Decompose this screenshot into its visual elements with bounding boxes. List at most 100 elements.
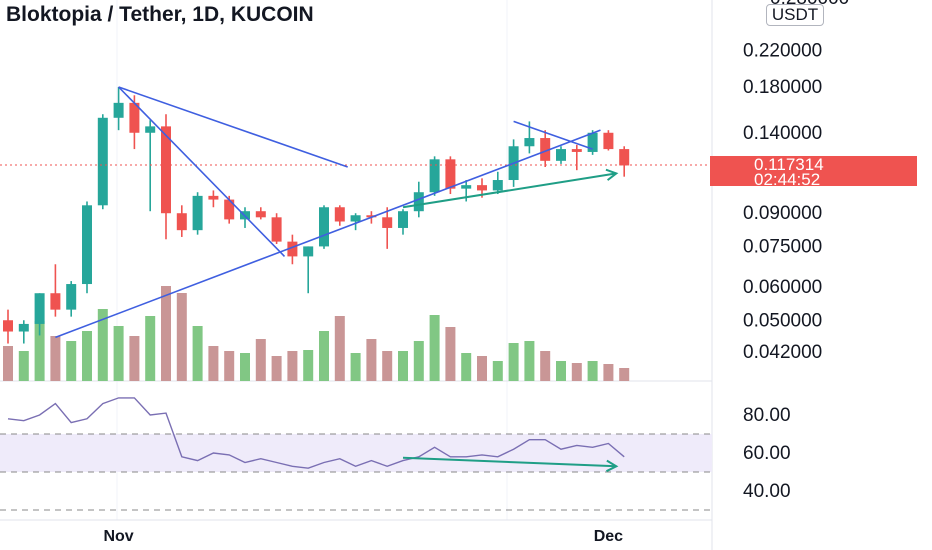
volume-bar (540, 351, 551, 381)
volume-bar (240, 353, 250, 381)
volume-bar (255, 339, 266, 381)
volume-bar (350, 353, 361, 381)
candle-body (18, 323, 29, 332)
volume-bar (461, 353, 472, 381)
candle-body (161, 126, 171, 214)
arrow-head (605, 168, 619, 181)
rsi-line (7, 397, 625, 469)
candle-body (571, 149, 582, 152)
volume-bar (113, 326, 124, 381)
volume-bar (382, 351, 393, 381)
candle-body (603, 132, 614, 150)
candle-body (192, 195, 203, 231)
candle-body (50, 293, 61, 310)
candle-body (129, 102, 140, 133)
price-tick-label: 0.060000 (743, 277, 822, 298)
candle-body (3, 320, 13, 332)
volume-bar (556, 361, 566, 381)
arrow-head (605, 459, 619, 473)
price-tick-label: 0.220000 (743, 40, 822, 61)
volume-bar (129, 336, 140, 381)
volume-bar (192, 326, 203, 381)
volume-bar (477, 356, 487, 381)
volume-bar (445, 327, 456, 381)
volume-bar (145, 316, 156, 381)
rsi-tick-label: 60.00 (743, 443, 791, 464)
price-axis[interactable]: 0.220000 0.180000 0.140000 0.090000 0.075000… (743, 40, 822, 502)
rsi-indicator (7, 397, 625, 473)
volume-bar (429, 315, 440, 381)
candle-body (587, 132, 598, 152)
volume-bar (366, 339, 377, 381)
bar-countdown: 02:44:52 (754, 170, 821, 189)
candlesticks (3, 87, 630, 344)
trendline (118, 86, 348, 168)
trendline-drawings (0, 86, 712, 339)
candle-body (97, 117, 108, 206)
volume-bar (571, 363, 582, 381)
candle-body (34, 293, 45, 324)
candle-body (477, 185, 487, 191)
arrow-shaft (402, 456, 617, 468)
candle-body (445, 159, 456, 189)
volume-bar (224, 351, 235, 381)
rsi-tick-label: 80.00 (743, 405, 791, 426)
currency-button[interactable]: USDT (766, 4, 824, 26)
candle-body (366, 215, 377, 218)
volume-bar (334, 316, 345, 381)
candle-body (208, 195, 219, 200)
candle-body (429, 159, 440, 193)
last-price-label: 0.117314 02:44:52 (710, 155, 917, 189)
candle-body (287, 241, 298, 257)
volume-bar (319, 331, 329, 381)
price-tick-label: 0.042000 (743, 342, 822, 363)
volume-bar (413, 341, 424, 381)
candle-body (556, 149, 566, 161)
volume-bar (18, 351, 29, 381)
candle-body (82, 205, 92, 285)
volume-bar (524, 341, 535, 381)
volume-bar (587, 361, 598, 381)
candle-body (461, 185, 472, 189)
trendline (55, 129, 601, 339)
trendline (513, 120, 593, 150)
candle-body (398, 211, 408, 228)
candle-body (413, 192, 424, 212)
volume-bar (66, 341, 77, 381)
volume-bar (176, 293, 187, 381)
volume-bar (161, 286, 171, 381)
candle-body (224, 199, 235, 220)
candle-body (176, 213, 187, 231)
candle-body (619, 149, 630, 166)
time-axis[interactable]: Nov Dec (103, 528, 623, 545)
volume-bar (208, 346, 219, 381)
volume-bar (82, 331, 92, 381)
candle-body (303, 246, 314, 257)
candle-body (492, 180, 503, 191)
volume-bar (287, 351, 298, 381)
candle-body (66, 284, 77, 310)
candle-body (540, 138, 551, 161)
price-tick-label: 0.180000 (743, 77, 822, 98)
candle-body (271, 217, 282, 242)
volume-bar (271, 356, 282, 381)
candle-body (350, 215, 361, 222)
rsi-tick-label: 40.00 (743, 481, 791, 502)
trendline (118, 86, 286, 257)
candle-body (145, 126, 156, 133)
price-tick-label: 0.140000 (743, 123, 822, 144)
candle-body (113, 102, 124, 118)
volume-bar (619, 368, 630, 381)
volume-bar (3, 346, 13, 381)
last-price-value: 0.117314 (754, 155, 824, 174)
price-tick-label: 0.050000 (743, 310, 822, 331)
price-tick-label: 0.090000 (743, 203, 822, 224)
candle-body (255, 211, 266, 218)
time-tick-label: Dec (594, 528, 623, 545)
volume-bar (492, 361, 503, 381)
volume-bar (34, 321, 45, 381)
candle-body (382, 217, 393, 228)
volume-bar (97, 309, 108, 381)
candle-body (334, 207, 345, 222)
